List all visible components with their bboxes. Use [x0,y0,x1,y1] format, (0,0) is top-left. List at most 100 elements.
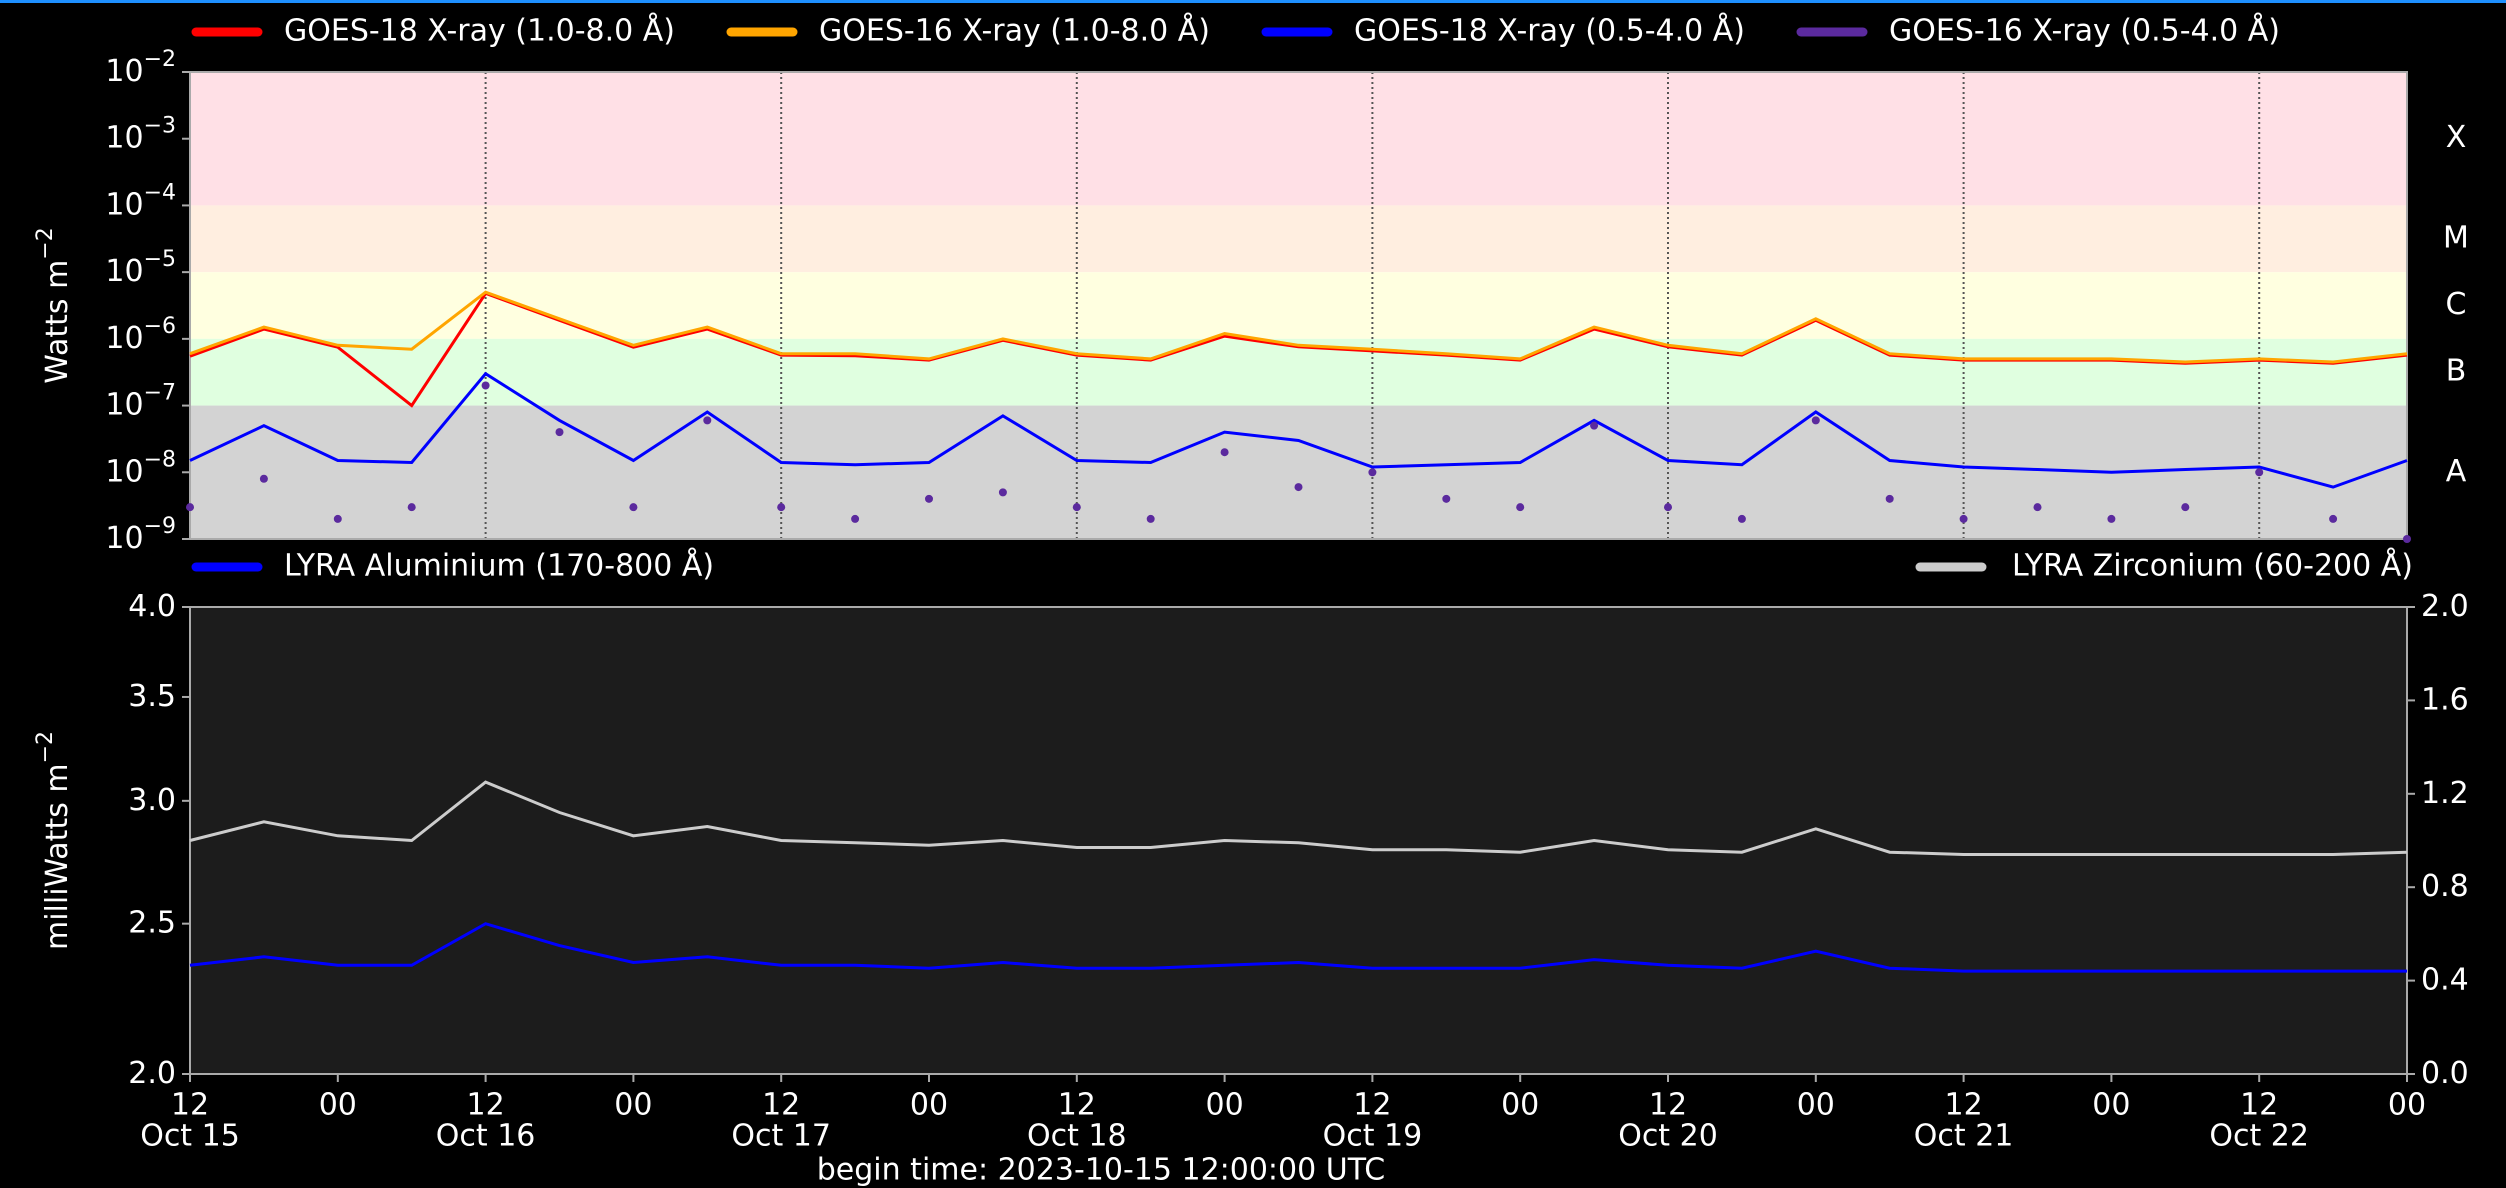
legend-label: GOES-16 X-ray (0.5-4.0 Å) [1889,13,2280,49]
y-axis-label-text: Watts m [40,260,75,384]
data-point [2107,514,2116,523]
plot-area [190,607,2407,1074]
data-point [186,503,194,512]
y-tick-label-base: 2.0 [128,1056,176,1091]
y2-tick-label-base: 1.2 [2421,775,2469,810]
y-tick-label-exponent: −5 [144,247,176,272]
series-line [189,780,2408,856]
x-tick-label: 12 [762,1088,800,1123]
y-axis-label: Watts m−2 [33,227,75,383]
x-tick-label: 12 [1649,1088,1687,1123]
legend-label: LYRA Zirconium (60-200 Å) [2012,548,2413,584]
legend-label: LYRA Aluminium (170-800 Å) [284,548,714,584]
class-band [190,205,2407,273]
x-tick-label: 12 [1353,1088,1391,1123]
y-tick-label-exponent: −6 [144,314,176,339]
y-axis-label-exponent: −2 [33,731,58,763]
series-line [189,290,2408,364]
y2-tick-label: 0.8 [2421,869,2469,904]
y2-tick-label: 1.2 [2421,775,2469,810]
y-tick-label: 2.5 [128,905,176,940]
plot-frame [189,71,2408,540]
data-point [1959,514,1968,523]
y-tick-label-base: 3.5 [128,678,176,713]
y-tick-label-exponent: −3 [144,114,176,139]
y2-tick-label-base: 0.4 [2421,962,2469,997]
class-label: M [2443,220,2469,255]
x-tick-label: 00 [614,1088,652,1123]
data-point [1737,514,1746,523]
data-point [481,381,490,390]
y-tick-label-base: 10 [105,187,143,222]
data-point [998,488,1007,497]
class-band [190,72,2407,206]
x-tick-label: 00 [1206,1088,1244,1123]
data-point [629,503,638,512]
y-tick-label-exponent: −2 [144,47,176,72]
y-tick-label-exponent: −4 [144,180,176,205]
data-point [555,428,564,437]
y-tick-label-base: 10 [105,454,143,489]
class-label: A [2446,454,2467,489]
y-tick-label: 10−7 [105,381,176,423]
class-band [190,272,2407,339]
y2-tick-label-base: 2.0 [2421,589,2469,624]
legend-label: GOES-18 X-ray (0.5-4.0 Å) [1354,13,1745,49]
x-tick-label: 00 [2388,1088,2426,1123]
x-tick-date: Oct 15 [140,1119,240,1154]
y2-tick-label-base: 1.6 [2421,682,2469,717]
y2-tick-label: 2.0 [2421,589,2469,624]
x-tick-date: Oct 18 [1027,1119,1127,1154]
x-tick-label: 12 [171,1088,209,1123]
data-point [2329,514,2338,523]
data-point [259,474,268,483]
y2-tick-label-base: 0.8 [2421,869,2469,904]
y-tick-label: 10−8 [105,447,176,489]
data-point [1146,514,1155,523]
y-tick-label-exponent: −9 [144,514,176,539]
x-tick-label: 00 [910,1088,948,1123]
data-point [851,514,860,523]
legend-label: GOES-16 X-ray (1.0-8.0 Å) [819,13,1210,49]
series-line [189,371,2408,489]
data-point [1072,503,1081,512]
data-point [2033,503,2042,512]
data-point [925,494,933,503]
class-band [190,405,2407,539]
series-line [189,922,2407,973]
data-point [1294,483,1303,492]
x-tick-date: Oct 21 [1914,1119,2014,1154]
y2-tick-label: 0.4 [2421,962,2469,997]
x-tick-date: Oct 22 [2209,1119,2309,1154]
y-axis-label-exponent: −2 [33,227,58,259]
y2-tick-label-base: 0.0 [2421,1056,2469,1091]
data-point [2181,503,2190,512]
data-point [1885,494,1894,503]
data-point [777,503,786,512]
data-point [333,514,342,523]
x-tick-date: Oct 20 [1618,1119,1718,1154]
class-label: B [2446,354,2467,389]
x-tick-label: 00 [2092,1088,2130,1123]
y-axis-label-text: milliWatts m [40,763,75,950]
x-tick-label: 12 [1058,1088,1096,1123]
x-tick-label: 00 [1797,1088,1835,1123]
y-tick-label-base: 10 [105,387,143,422]
y-tick-label: 10−6 [105,314,176,356]
y-tick-label: 3.0 [128,782,176,817]
data-point [1590,421,1599,430]
data-point [2255,468,2264,477]
y-tick-label-exponent: −7 [144,381,176,406]
y2-tick-label: 0.0 [2421,1056,2469,1091]
x-tick-date: Oct 17 [731,1119,831,1154]
y-tick-label: 2.0 [128,1056,176,1091]
class-band [190,338,2407,406]
y-tick-label: 10−2 [105,47,176,89]
x-tick-label: 12 [467,1088,505,1123]
x-tick-label: 00 [1501,1088,1539,1123]
y-axis-label: milliWatts m−2 [33,731,75,950]
x-tick-label: 12 [1945,1088,1983,1123]
y-tick-label: 10−4 [105,180,176,222]
class-label: C [2446,287,2467,322]
